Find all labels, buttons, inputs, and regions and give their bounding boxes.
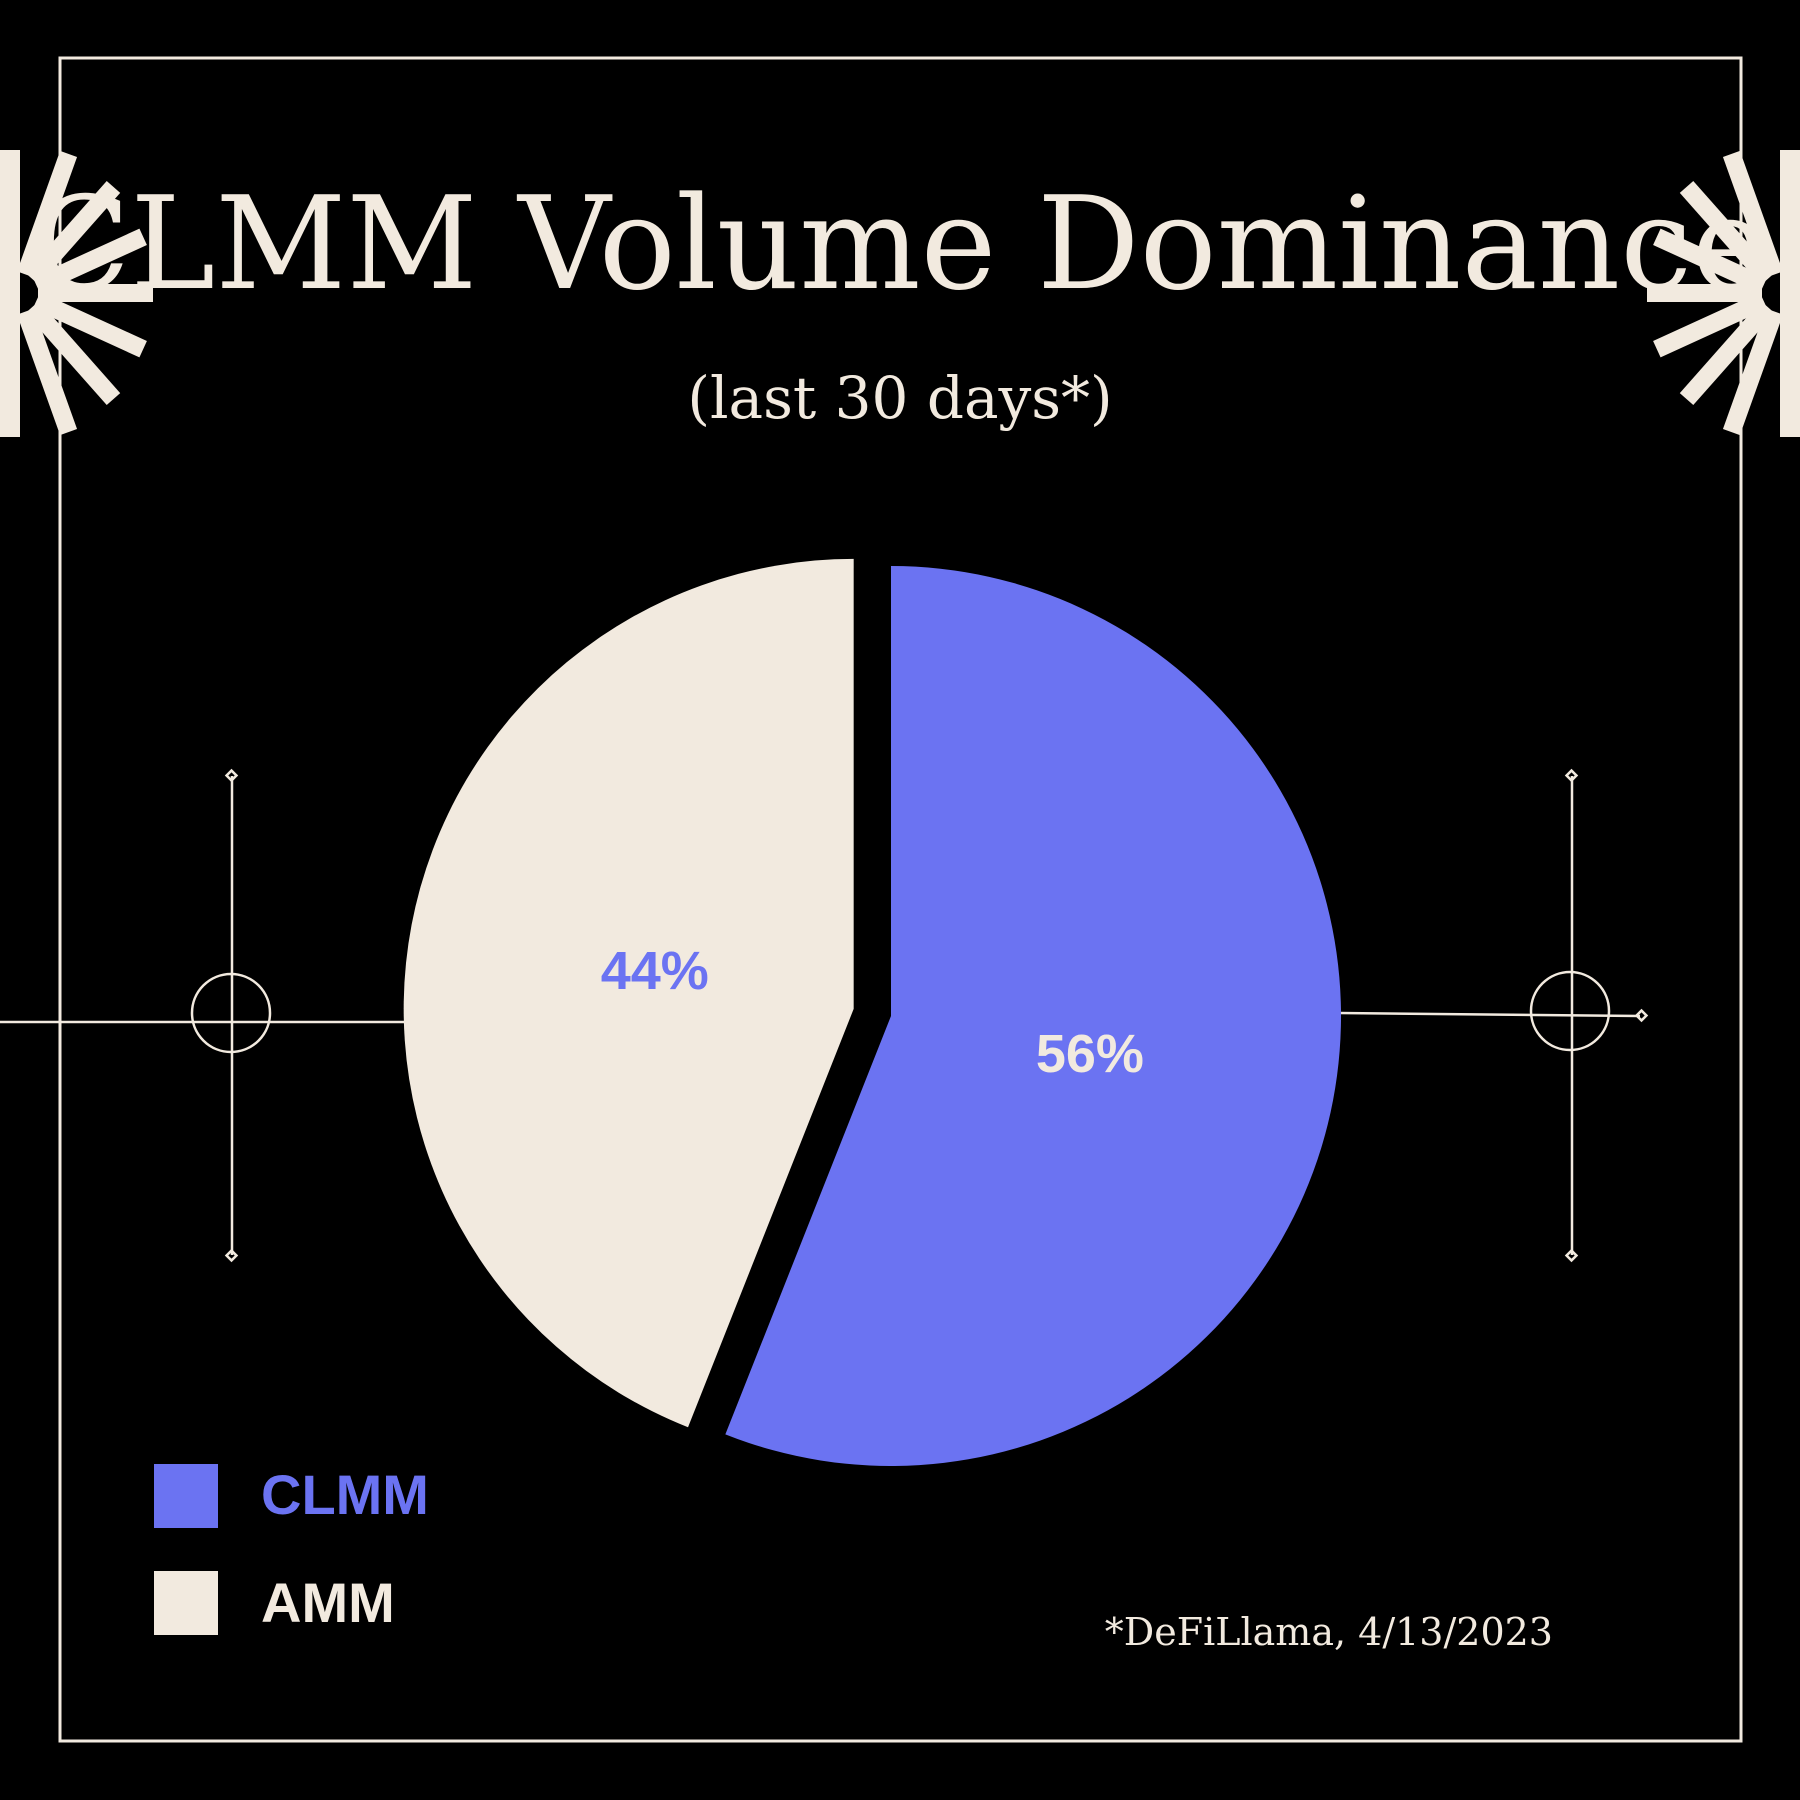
data-label-clmm: 56%	[1036, 1024, 1144, 1084]
crosshair-left-decoration	[0, 768, 410, 1263]
legend-label-clmm: CLMM	[261, 1463, 429, 1526]
starburst-left-decoration	[0, 150, 153, 437]
pie-slice-clmm	[725, 566, 1341, 1466]
source-note: *DeFiLlama, 4/13/2023	[1105, 1610, 1553, 1654]
legend-swatch-amm	[154, 1571, 218, 1635]
legend-label-amm: AMM	[261, 1571, 395, 1634]
legend-swatch-clmm	[154, 1464, 218, 1528]
starburst-right-decoration	[1647, 150, 1800, 437]
chart-title: CLMM Volume Dominance	[32, 170, 1767, 319]
data-label-amm: 44%	[601, 941, 709, 1001]
frame-border	[58, 56, 1743, 1743]
crosshair-right-decoration	[1338, 768, 1649, 1263]
pie: 56% 44%	[403, 558, 1341, 1466]
pie-slice-amm	[403, 558, 854, 1428]
chart-subtitle: (last 30 days*)	[687, 364, 1112, 432]
